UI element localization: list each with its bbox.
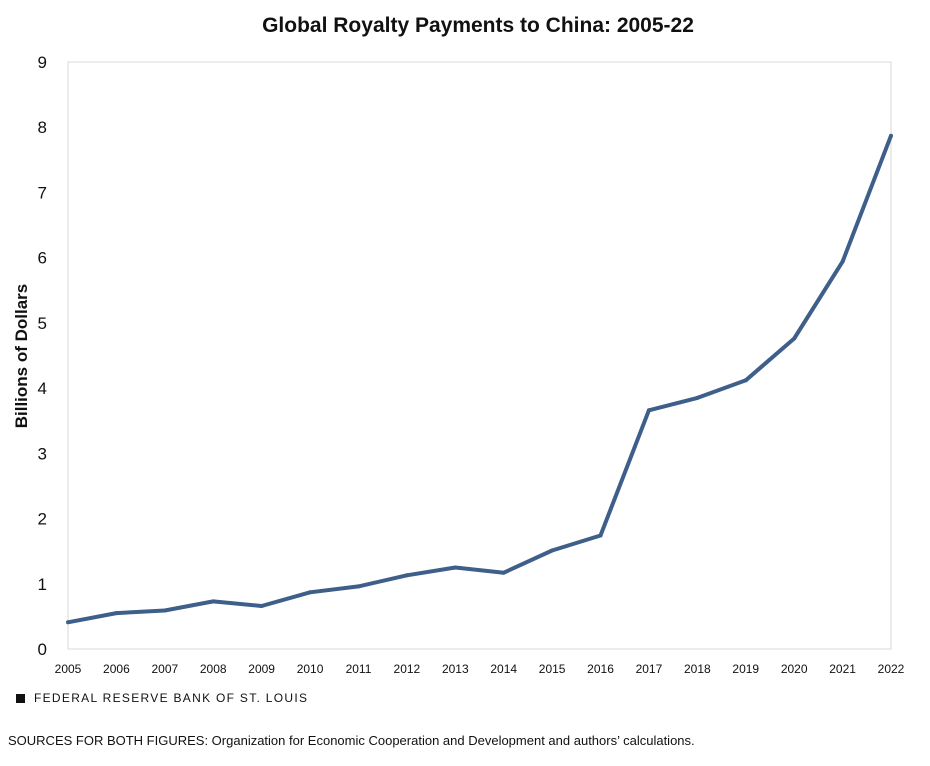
plot-area-frame xyxy=(67,61,892,650)
brand-name: FEDERAL RESERVE BANK OF ST. LOUIS xyxy=(34,691,309,705)
x-tick-label: 2008 xyxy=(200,662,227,676)
series-line xyxy=(67,134,893,625)
y-tick-label: 2 xyxy=(38,510,47,529)
data-point xyxy=(501,570,506,575)
data-point xyxy=(792,336,797,341)
y-axis-label: Billions of Dollars xyxy=(12,283,31,429)
data-point xyxy=(453,565,458,570)
data-point xyxy=(889,133,893,138)
x-tick-label: 2017 xyxy=(636,662,663,676)
data-point xyxy=(356,584,361,589)
series-layer xyxy=(66,133,893,625)
footer-brand: FEDERAL RESERVE BANK OF ST. LOUIS xyxy=(16,691,308,705)
y-tick-label: 7 xyxy=(38,183,47,202)
x-tick-label: 2020 xyxy=(781,662,808,676)
x-axis-ticks: 2005 2006 2007 2008 2009 2010 2011 2012 2013 2014… xyxy=(55,662,905,676)
data-point xyxy=(646,408,651,413)
x-tick-label: 2014 xyxy=(490,662,517,676)
chart-title: Global Royalty Payments to China: 2005-2… xyxy=(262,14,694,37)
x-tick-label: 2016 xyxy=(587,662,614,676)
y-tick-label: 1 xyxy=(38,575,47,594)
data-point xyxy=(114,611,119,616)
x-tick-label: 2022 xyxy=(878,662,905,676)
y-tick-label: 8 xyxy=(38,118,47,137)
x-tick-label: 2006 xyxy=(103,662,130,676)
y-tick-label: 4 xyxy=(38,379,47,398)
brand-square-icon xyxy=(16,693,25,703)
data-point xyxy=(308,590,313,595)
x-tick-label: 2010 xyxy=(297,662,324,676)
data-point xyxy=(695,395,700,400)
x-tick-label: 2007 xyxy=(151,662,178,676)
sources-note: SOURCES FOR BOTH FIGURES: Organization f… xyxy=(8,733,695,748)
x-tick-label: 2018 xyxy=(684,662,711,676)
x-tick-label: 2019 xyxy=(732,662,759,676)
data-point xyxy=(66,620,70,625)
data-point xyxy=(550,548,555,553)
y-tick-label: 0 xyxy=(38,640,47,659)
data-point xyxy=(259,604,264,608)
data-point xyxy=(211,599,216,604)
x-tick-label: 2012 xyxy=(394,662,421,676)
data-point xyxy=(598,533,603,538)
x-tick-label: 2005 xyxy=(55,662,82,676)
y-tick-label: 6 xyxy=(38,249,47,268)
plot-frame xyxy=(67,61,892,650)
y-axis-ticks: 0 1 2 3 4 5 6 7 8 9 xyxy=(38,53,47,659)
data-point xyxy=(404,573,409,578)
x-tick-label: 2013 xyxy=(442,662,469,676)
y-tick-label: 3 xyxy=(38,444,47,463)
data-point xyxy=(162,608,167,613)
x-tick-label: 2015 xyxy=(539,662,566,676)
x-tick-label: 2009 xyxy=(248,662,275,676)
x-tick-label: 2021 xyxy=(829,662,856,676)
data-point xyxy=(840,259,845,264)
x-tick-label: 2011 xyxy=(346,662,372,676)
y-tick-label: 9 xyxy=(38,53,47,72)
data-point xyxy=(743,378,748,383)
y-tick-label: 5 xyxy=(38,314,47,333)
